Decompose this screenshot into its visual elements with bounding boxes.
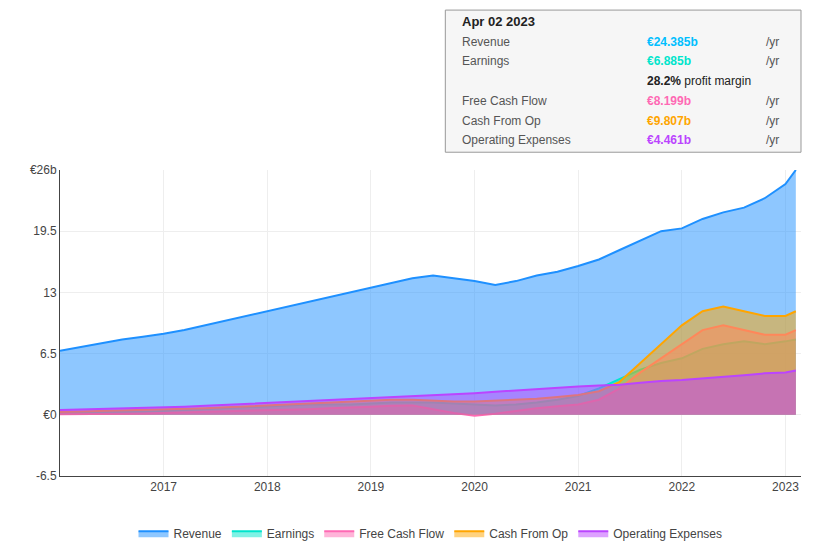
svg-text:Cash From Op: Cash From Op <box>462 114 541 128</box>
svg-text:€9.807b: €9.807b <box>647 114 691 128</box>
svg-text:Free Cash Flow: Free Cash Flow <box>462 94 547 108</box>
svg-text:Operating Expenses: Operating Expenses <box>462 133 571 147</box>
svg-text:Earnings: Earnings <box>462 54 509 68</box>
svg-text:€8.199b: €8.199b <box>647 94 691 108</box>
svg-text:13: 13 <box>43 286 57 300</box>
svg-text:€26b: €26b <box>30 163 57 177</box>
svg-text:/yr: /yr <box>766 54 779 68</box>
svg-text:2021: 2021 <box>565 480 592 494</box>
svg-text:-6.5: -6.5 <box>36 469 57 483</box>
svg-text:2019: 2019 <box>358 480 385 494</box>
svg-text:Operating Expenses: Operating Expenses <box>613 527 722 541</box>
svg-text:/yr: /yr <box>766 114 779 128</box>
svg-text:Apr 02 2023: Apr 02 2023 <box>462 14 535 29</box>
svg-text:Cash From Op: Cash From Op <box>489 527 568 541</box>
svg-text:€0: €0 <box>43 408 57 422</box>
svg-text:€24.385b: €24.385b <box>647 35 698 49</box>
svg-text:Free Cash Flow: Free Cash Flow <box>359 527 444 541</box>
svg-text:2020: 2020 <box>461 480 488 494</box>
svg-text:Revenue: Revenue <box>174 527 222 541</box>
svg-text:2018: 2018 <box>254 480 281 494</box>
svg-text:19.5: 19.5 <box>33 224 57 238</box>
svg-text:/yr: /yr <box>766 133 779 147</box>
svg-text:6.5: 6.5 <box>40 347 57 361</box>
svg-text:2022: 2022 <box>668 480 695 494</box>
svg-text:Earnings: Earnings <box>267 527 314 541</box>
svg-text:€4.461b: €4.461b <box>647 133 691 147</box>
svg-text:/yr: /yr <box>766 35 779 49</box>
svg-text:2017: 2017 <box>150 480 177 494</box>
svg-text:Revenue: Revenue <box>462 35 510 49</box>
svg-text:/yr: /yr <box>766 94 779 108</box>
svg-text:28.2% profit margin: 28.2% profit margin <box>647 74 751 88</box>
svg-text:2023: 2023 <box>772 480 799 494</box>
svg-text:€6.885b: €6.885b <box>647 54 691 68</box>
